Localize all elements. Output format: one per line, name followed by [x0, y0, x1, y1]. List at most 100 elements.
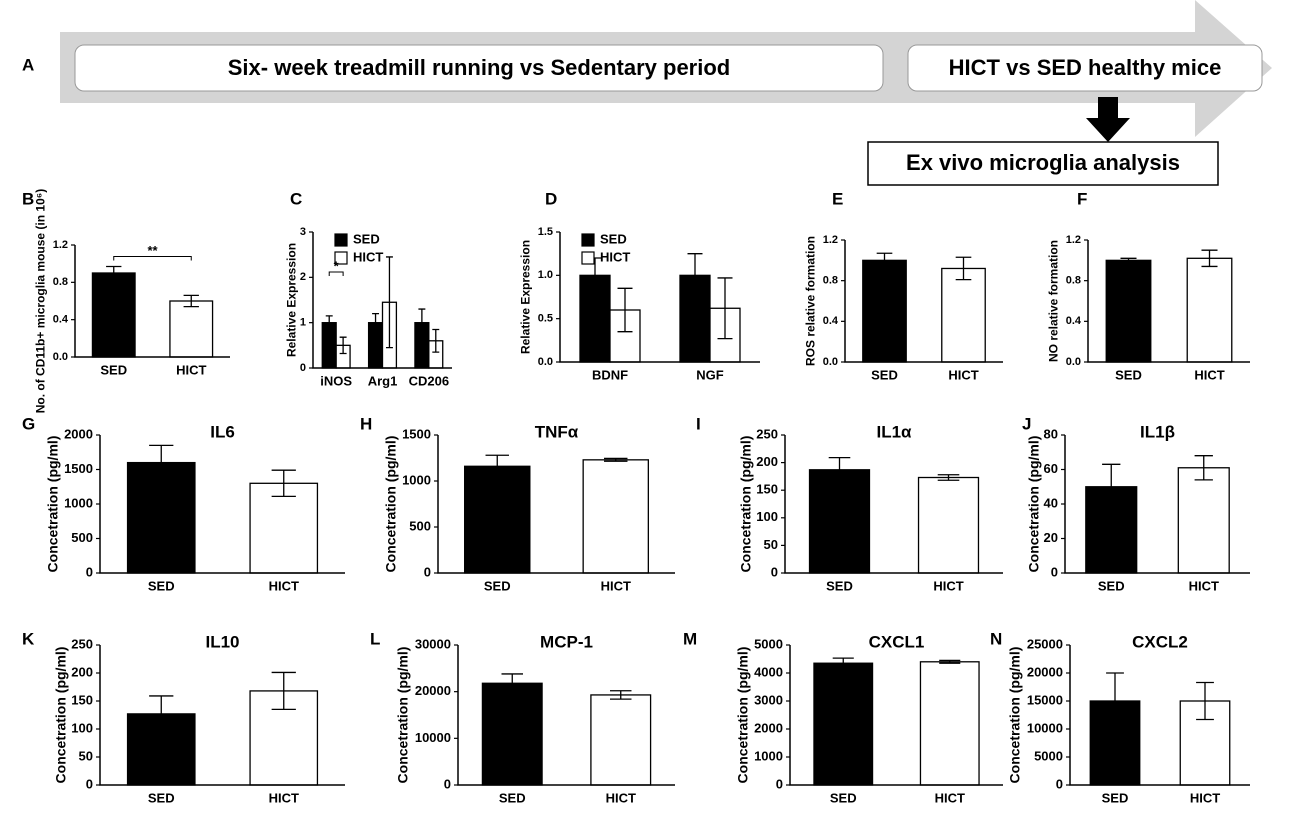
bar	[169, 300, 214, 358]
step-label: Ex vivo microglia analysis	[906, 150, 1180, 175]
y-tick-label: 40	[1044, 495, 1058, 510]
y-axis-label: No. of CD11b+ microglia mouse (in 10⁶)	[34, 189, 48, 414]
error-bar	[1120, 257, 1137, 264]
axis	[74, 245, 230, 358]
error-bar	[418, 308, 426, 337]
x-tick-label: SED	[1102, 790, 1129, 805]
panel-letter: B	[22, 189, 34, 208]
error-bar	[432, 328, 440, 353]
axis	[99, 435, 345, 574]
error-bar	[1194, 455, 1213, 481]
bar	[862, 259, 907, 363]
y-tick-label: 1500	[402, 426, 431, 441]
y-axis-label: NO relative formation	[1047, 240, 1061, 362]
y-tick-label: 0.5	[538, 313, 553, 325]
x-tick-label: HICT	[935, 790, 965, 805]
error-bar	[828, 456, 851, 483]
y-tick-label: 1	[300, 317, 306, 329]
bar	[808, 469, 871, 574]
y-tick-label: 0	[1056, 776, 1063, 791]
bar	[590, 694, 652, 786]
x-tick-label: SED	[499, 790, 526, 805]
bar	[919, 661, 980, 786]
chart-title: CXCL2	[1132, 632, 1188, 651]
error-bar	[1196, 681, 1214, 721]
legend-swatch	[334, 251, 348, 265]
error-bar	[183, 294, 199, 308]
panel-letter: M	[683, 629, 697, 648]
y-tick-label: 0.8	[823, 275, 838, 287]
bar	[126, 461, 196, 574]
y-tick-label: 0	[444, 776, 451, 791]
y-tick-label: 0	[86, 564, 93, 579]
y-axis-label: Concetration (pg/ml)	[45, 436, 61, 573]
axis	[99, 645, 345, 786]
error-bar	[149, 695, 174, 733]
axis	[559, 232, 760, 363]
y-axis-label: Concetration (pg/ml)	[395, 647, 411, 784]
y-axis-label: Relative Expression	[519, 240, 533, 354]
x-tick-label: SED	[1098, 578, 1125, 593]
y-tick-label: 20000	[415, 683, 451, 698]
x-tick-label: NGF	[696, 367, 724, 382]
chart-title: IL1α	[876, 422, 912, 441]
y-tick-label: 1000	[754, 748, 783, 763]
y-tick-label: 1.2	[53, 239, 68, 251]
y-tick-label: 1.0	[538, 269, 553, 281]
y-tick-label: 500	[71, 530, 93, 545]
y-tick-label: 250	[756, 426, 778, 441]
error-bar	[501, 673, 523, 694]
y-tick-label: 1000	[64, 495, 93, 510]
error-bar	[687, 253, 703, 298]
axis	[789, 645, 1003, 786]
legend-swatch	[334, 233, 348, 247]
panel-letter: D	[545, 189, 557, 208]
y-tick-label: 20	[1044, 530, 1058, 545]
chart-title: MCP-1	[540, 632, 593, 651]
error-bar	[372, 312, 380, 333]
x-tick-label: iNOS	[320, 373, 352, 388]
y-tick-label: 0	[1051, 564, 1058, 579]
axis	[312, 232, 452, 369]
y-tick-label: 3000	[754, 692, 783, 707]
x-tick-label: HICT	[269, 790, 299, 805]
y-axis-label: Relative Expression	[285, 243, 299, 357]
error-bar	[1106, 672, 1124, 730]
x-tick-label: HICT	[1190, 790, 1220, 805]
x-tick-label: HICT	[933, 578, 963, 593]
panel-letter: G	[22, 414, 35, 433]
y-tick-label: 0	[771, 564, 778, 579]
error-bar	[339, 336, 347, 355]
axis	[1069, 645, 1250, 786]
significance-label: *	[334, 258, 340, 273]
axis	[437, 435, 675, 574]
x-tick-label: SED	[830, 790, 857, 805]
y-axis-label: Concetration (pg/ml)	[1007, 647, 1023, 784]
y-tick-label: 5000	[754, 636, 783, 651]
x-tick-label: SED	[484, 578, 511, 593]
panel-letter: F	[1077, 189, 1087, 208]
y-tick-label: 1000	[402, 472, 431, 487]
bar	[582, 459, 649, 574]
y-tick-label: 200	[756, 454, 778, 469]
y-tick-label: 100	[756, 509, 778, 524]
legend-label: SED	[600, 231, 627, 246]
error-bar	[1201, 249, 1218, 268]
error-bar	[149, 444, 174, 481]
axis	[1064, 435, 1250, 574]
panel-letter: I	[696, 414, 701, 433]
x-tick-label: HICT	[1194, 367, 1224, 382]
y-axis-label: ROS relative formation	[804, 236, 818, 366]
panel-letter: C	[290, 189, 302, 208]
chart-title: IL10	[205, 632, 239, 651]
y-tick-label: 200	[71, 664, 93, 679]
y-tick-label: 500	[409, 518, 431, 533]
error-bar	[617, 287, 633, 333]
error-bar	[610, 690, 632, 700]
error-bar	[271, 671, 296, 711]
significance-label: **	[147, 243, 158, 258]
y-tick-label: 5000	[1034, 748, 1063, 763]
bar	[481, 682, 543, 786]
x-tick-label: SED	[100, 362, 127, 377]
